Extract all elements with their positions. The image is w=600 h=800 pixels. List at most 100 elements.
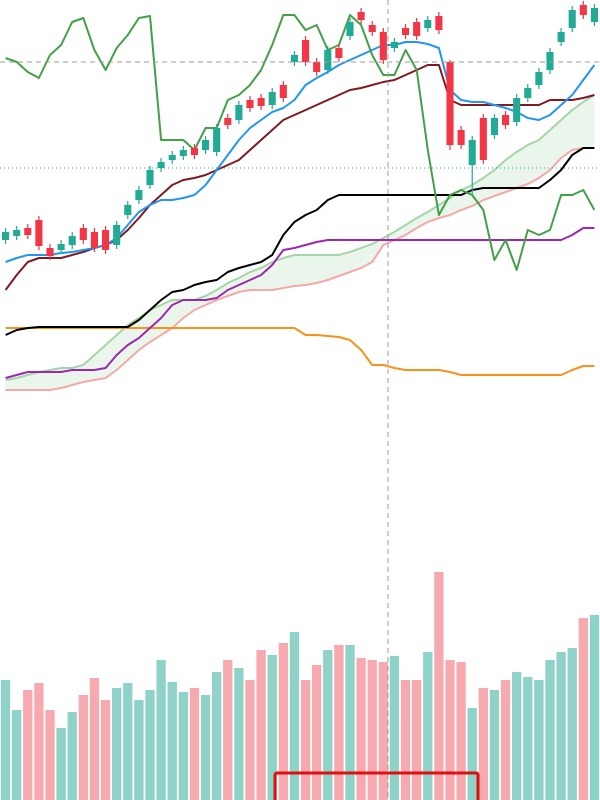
- candle-body: [24, 228, 32, 235]
- volume-bar: [89, 678, 100, 800]
- candle-body: [446, 62, 454, 145]
- volume-bar: [300, 680, 311, 800]
- candle-body: [268, 92, 276, 105]
- candle-body: [302, 40, 310, 62]
- volume-bar: [189, 688, 200, 800]
- candle-body: [257, 98, 265, 106]
- volume-bar: [534, 680, 544, 800]
- candle-body: [335, 48, 343, 58]
- candle-body: [513, 98, 521, 122]
- candle-body: [35, 220, 43, 246]
- candle-body: [379, 32, 387, 60]
- volume-bar: [245, 680, 255, 800]
- volume-bar: [267, 655, 277, 800]
- volume-bar: [489, 690, 500, 800]
- candle-body: [402, 28, 410, 35]
- selection-box[interactable]: [273, 771, 480, 800]
- volume-bar: [45, 710, 55, 800]
- candle-body: [102, 230, 110, 250]
- candle-body: [568, 10, 576, 28]
- lines-layer: [4, 14, 596, 379]
- candle-body: [224, 118, 232, 125]
- candle-body: [179, 150, 187, 156]
- volume-bar: [334, 645, 344, 800]
- candle-body: [13, 230, 21, 236]
- candle-body: [502, 115, 510, 125]
- volume-bar: [367, 660, 377, 800]
- candle-body: [235, 105, 243, 120]
- candle-body: [2, 232, 10, 240]
- indicator-line: [5, 14, 596, 271]
- volume-bar: [0, 680, 11, 800]
- candle-body: [546, 52, 554, 70]
- candle-body: [557, 32, 565, 42]
- candle-body: [479, 118, 487, 160]
- candle-body: [190, 148, 198, 155]
- candle-body: [124, 205, 132, 215]
- candle-body: [79, 228, 87, 240]
- volume-bar: [456, 662, 466, 800]
- candle-body: [346, 22, 354, 36]
- volume-bar: [12, 710, 22, 800]
- volume-bar: [356, 658, 366, 800]
- candle-body: [435, 16, 443, 30]
- candle-body: [390, 42, 398, 48]
- volume-bar: [145, 690, 155, 800]
- candle-body: [146, 170, 154, 185]
- volume-bar: [467, 708, 477, 800]
- candle-body: [424, 20, 432, 28]
- volume-bar: [178, 692, 188, 800]
- candle-body: [113, 225, 121, 245]
- candle-body: [590, 8, 598, 22]
- volume-bar: [256, 650, 266, 800]
- candle-body: [168, 155, 176, 160]
- candle-body: [246, 100, 254, 108]
- candle-body: [313, 62, 321, 72]
- volume-bar: [289, 632, 300, 800]
- candle-body: [157, 162, 165, 168]
- volume-bar: [223, 660, 233, 800]
- volume-bar: [512, 672, 522, 800]
- volume-bar: [100, 700, 111, 800]
- candle-body: [202, 140, 210, 150]
- volume-bar: [423, 652, 433, 800]
- volume-bar: [312, 665, 322, 800]
- candle-body: [90, 232, 98, 248]
- candle-body: [457, 130, 465, 145]
- candle-body: [324, 50, 332, 70]
- volume-bar: [378, 662, 388, 800]
- volume-bar: [434, 572, 444, 800]
- candle-body: [368, 25, 376, 32]
- volume-bar: [156, 660, 166, 800]
- volume-bar: [389, 656, 400, 800]
- candle-body: [490, 118, 498, 135]
- volume-bar: [345, 645, 355, 800]
- indicator-line: [5, 227, 595, 379]
- candle-body: [279, 85, 287, 98]
- volume-bar: [112, 688, 122, 800]
- volume-bar: [234, 668, 244, 800]
- candle-body: [524, 88, 532, 98]
- candle-body: [135, 190, 143, 200]
- candle-body: [579, 5, 587, 15]
- volume-bar: [123, 683, 133, 800]
- volume-bar: [78, 695, 88, 800]
- volume-bar: [23, 690, 33, 800]
- candle-body: [468, 140, 476, 165]
- volume-bar: [500, 680, 511, 800]
- volume-bar: [278, 643, 288, 800]
- volume-bar: [212, 672, 222, 800]
- volume-bar: [200, 695, 211, 800]
- candles-layer: [2, 1, 598, 260]
- volume-bar: [567, 648, 577, 800]
- candle-body: [57, 244, 65, 250]
- candle-body: [290, 55, 298, 62]
- volume-bar: [523, 677, 533, 800]
- indicator-line: [5, 147, 595, 336]
- volume-bar: [545, 660, 555, 800]
- volume-bar: [323, 650, 333, 800]
- candle-body: [357, 12, 365, 20]
- candle-body: [68, 236, 76, 245]
- candle-body: [535, 72, 543, 85]
